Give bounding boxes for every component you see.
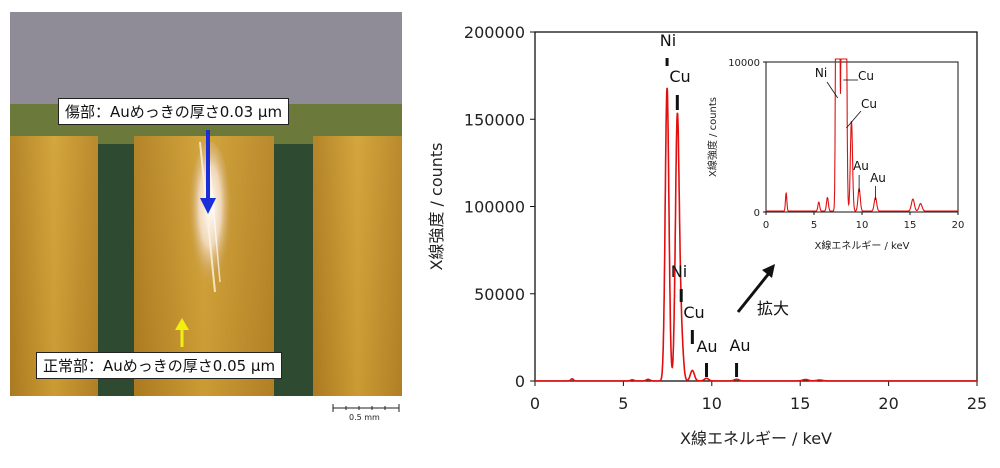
damaged-area-label: 傷部：Auめっきの厚さ0.03 µm: [58, 98, 290, 125]
inset-spectrum-series-line: [766, 58, 958, 212]
peak-label: Au: [729, 336, 750, 355]
inset-x-tick-label: 10: [856, 220, 869, 231]
spectrum-series-line: [535, 87, 977, 382]
x-tick-label: 0: [530, 394, 540, 413]
inset-peak-label: Au: [870, 171, 886, 185]
y-axis-label: X線強度 / counts: [427, 142, 446, 270]
inset-y-tick-label: 10000: [728, 58, 760, 69]
inset-y-tick-label: 0: [754, 208, 760, 219]
peak-label: Ni: [671, 262, 687, 281]
inset-peak-leader: [846, 110, 862, 129]
x-tick-label: 20: [878, 394, 898, 413]
peak-label: Cu: [683, 303, 704, 322]
x-axis-label: X線エネルギー / keV: [680, 429, 832, 448]
x-tick-label: 15: [790, 394, 810, 413]
inset-peak-label: Cu: [861, 97, 877, 111]
background-top: [10, 12, 402, 104]
scale-bar-label: 0.5 mm: [349, 413, 380, 422]
y-tick-label: 150000: [464, 110, 525, 129]
scratch-damage: [188, 142, 232, 302]
normal-area-label: 正常部：Auめっきの厚さ0.05 µm: [36, 352, 283, 379]
x-tick-label: 10: [702, 394, 722, 413]
inset-x-axis-label: X線エネルギー / keV: [814, 239, 909, 252]
peak-label: Au: [696, 337, 717, 356]
inset-x-tick-label: 15: [904, 220, 917, 231]
x-tick-label: 25: [967, 394, 987, 413]
scale-bar: [332, 404, 400, 412]
enlarge-arrow: [736, 271, 772, 313]
inset-x-tick-label: 5: [811, 220, 817, 231]
enlarge-label: 拡大: [757, 299, 789, 318]
microscope-photo: 傷部：Auめっきの厚さ0.03 µm 正常部：Auめっきの厚さ0.05 µm: [10, 12, 402, 396]
enlarge-arrow-head: [762, 264, 775, 278]
y-tick-label: 200000: [464, 23, 525, 42]
peak-label: Ni: [660, 31, 676, 50]
photo-illustration: [10, 12, 402, 396]
peak-label: Cu: [669, 67, 690, 86]
x-tick-label: 5: [618, 394, 628, 413]
inset-x-tick-label: 20: [952, 220, 965, 231]
inset-x-tick-label: 0: [763, 220, 769, 231]
inset-peak-leader: [826, 81, 839, 99]
y-tick-label: 50000: [474, 285, 525, 304]
y-tick-label: 0: [515, 372, 525, 391]
inset-peak-label: Ni: [815, 66, 827, 80]
inset-peak-label: Au: [853, 159, 869, 173]
inset-frame: [765, 61, 959, 213]
eds-spectrum-chart: 0 5 10 15 20 25050000100000150000200000X線エネルギ…: [427, 23, 987, 448]
inset-y-axis-label: X線強度 / counts: [706, 97, 719, 177]
y-tick-label: 100000: [464, 198, 525, 217]
inset-peak-label: Cu: [858, 69, 874, 83]
